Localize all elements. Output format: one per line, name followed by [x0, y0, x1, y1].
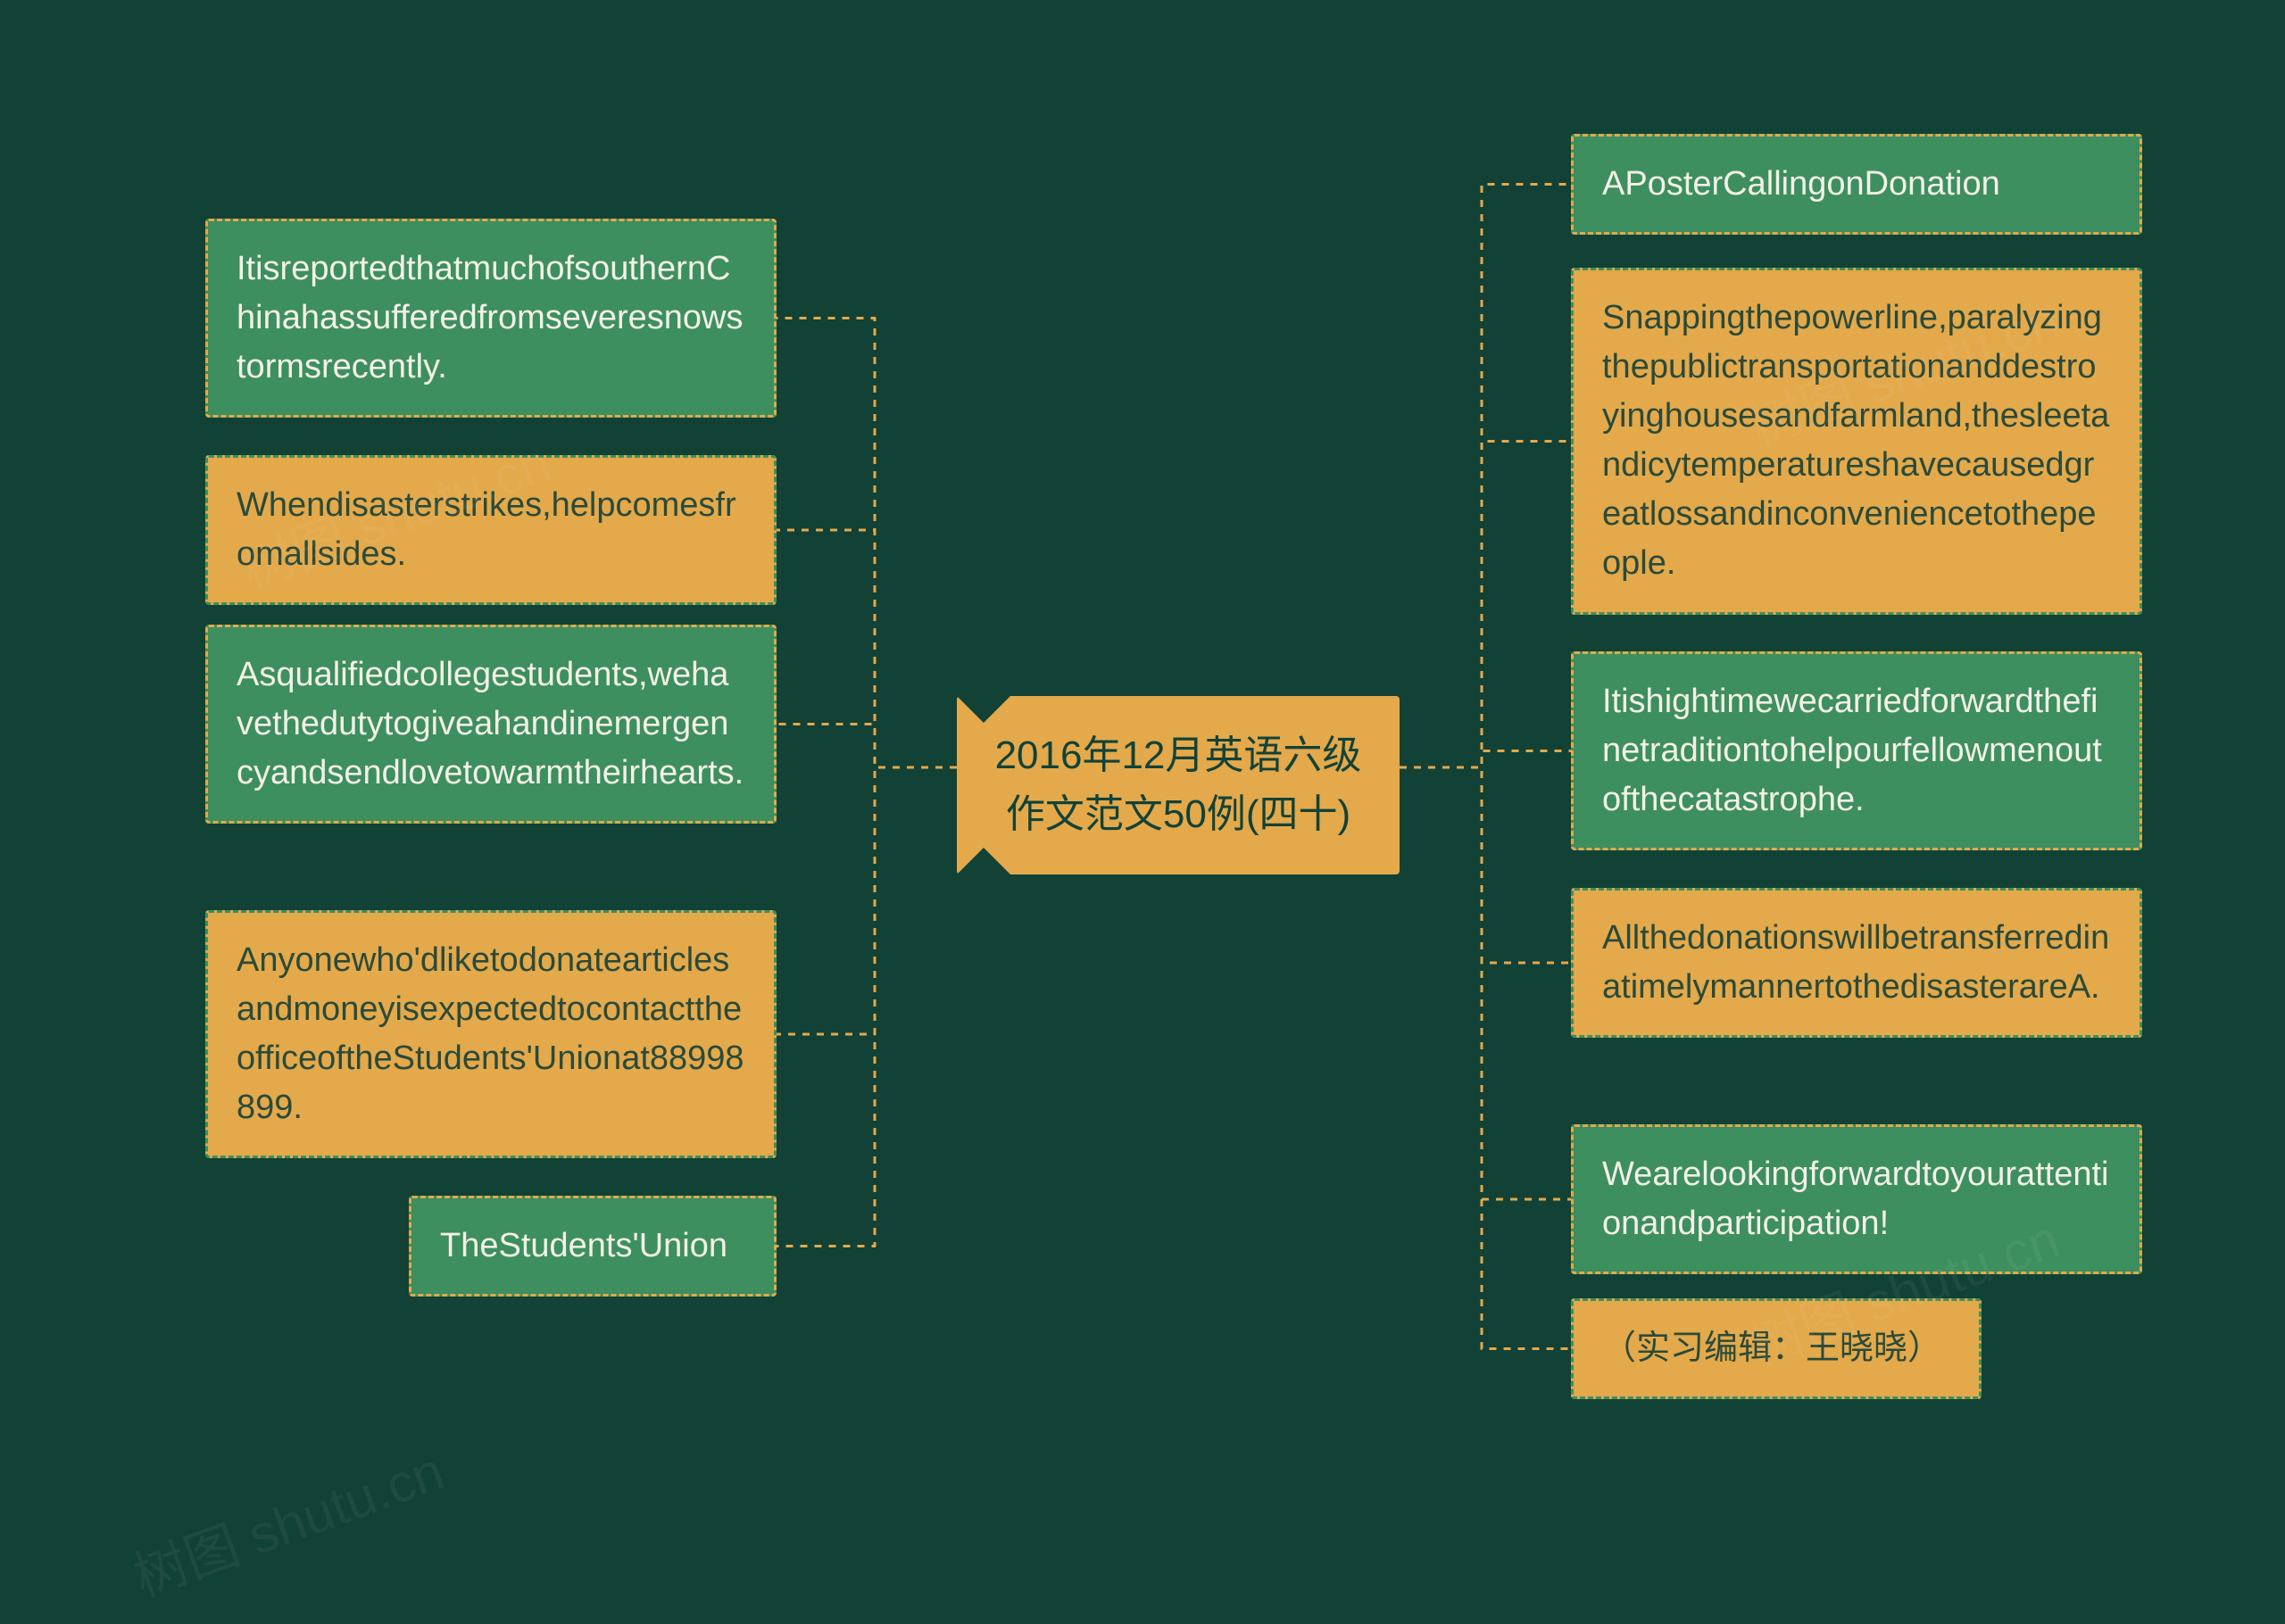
center-node: 2016年12月英语六级作文范文50例(四十) [957, 696, 1400, 874]
left-node: Asqualifiedcollegestudents,wehavetheduty… [205, 625, 777, 824]
left-node: Whendisasterstrikes,helpcomesfromallside… [205, 455, 777, 605]
left-node: ItisreportedthatmuchofsouthernChinahassu… [205, 219, 777, 418]
mindmap-diagram: 2016年12月英语六级作文范文50例(四十) Itisreportedthat… [71, 54, 2214, 1570]
right-node: Wearelookingforwardtoyourattentionandpar… [1571, 1124, 2142, 1274]
left-node: TheStudents'Union [409, 1196, 777, 1297]
right-node: Snappingthepowerline,paralyzingthepublic… [1571, 268, 2142, 615]
right-node: APosterCallingonDonation [1571, 134, 2142, 235]
right-node: Itishightimewecarriedforwardthefinetradi… [1571, 651, 2142, 850]
right-node: （实习编辑：王晓晓） [1571, 1298, 1982, 1399]
left-node: Anyonewho'dliketodonatearticlesandmoneyi… [205, 910, 777, 1158]
right-node: Allthedonationswillbetransferredinatimel… [1571, 888, 2142, 1038]
